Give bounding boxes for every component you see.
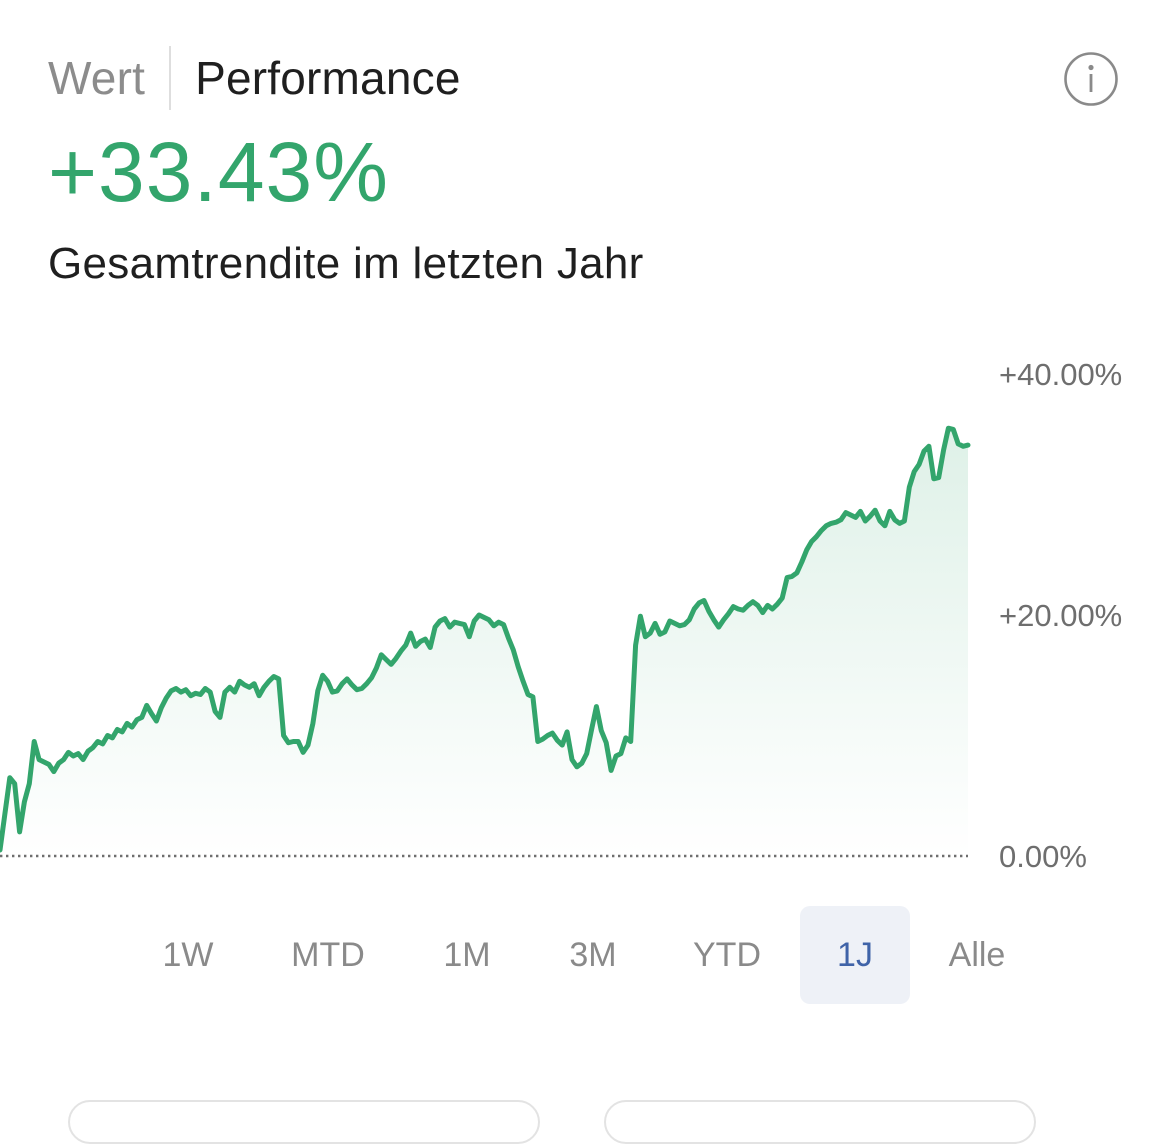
toggle-divider — [169, 46, 172, 110]
total-return-value: +33.43% — [48, 125, 389, 219]
bottom-card-right[interactable] — [604, 1100, 1036, 1144]
y-tick-label: +40.00% — [999, 357, 1122, 392]
performance-line — [0, 425, 971, 853]
range-option-ytd[interactable]: YTD — [693, 936, 761, 974]
range-option-1j[interactable]: 1J — [800, 906, 910, 1004]
tab-wert[interactable]: Wert — [48, 52, 146, 104]
tab-performance[interactable]: Performance — [195, 52, 461, 104]
time-range-selector: 1W MTD 1M 3M YTD 1J Alle — [0, 906, 1170, 1004]
range-option-alle[interactable]: Alle — [948, 936, 1006, 974]
range-option-mtd[interactable]: MTD — [291, 936, 365, 974]
range-option-1m[interactable]: 1M — [443, 936, 491, 974]
info-circle-icon[interactable] — [1063, 51, 1119, 107]
bottom-card-left[interactable] — [68, 1100, 540, 1144]
performance-chart: +40.00% +20.00% 0.00% — [0, 357, 1122, 874]
chart-area-fill — [0, 428, 968, 856]
total-return-caption: Gesamtrendite im letzten Jahr — [48, 239, 644, 288]
y-tick-label: 0.00% — [999, 839, 1087, 874]
y-tick-label: +20.00% — [999, 598, 1122, 633]
range-option-1w[interactable]: 1W — [162, 936, 214, 974]
range-option-3m[interactable]: 3M — [569, 936, 617, 974]
view-toggle: Wert Performance — [48, 44, 461, 112]
